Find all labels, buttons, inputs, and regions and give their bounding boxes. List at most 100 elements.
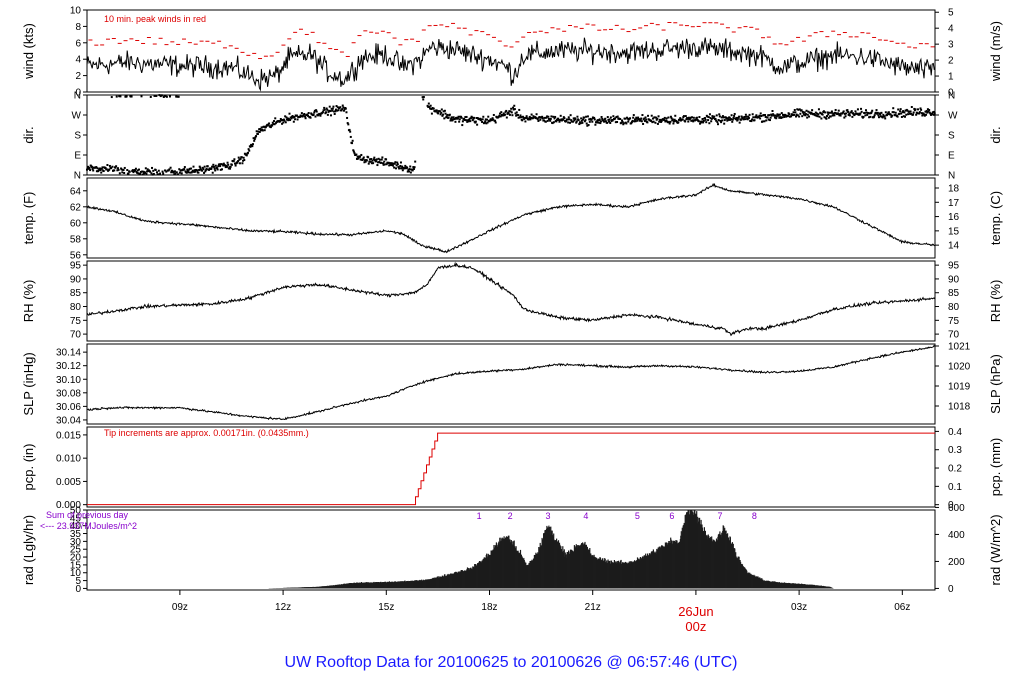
rad-ylabel-right: rad (W/m^2) [988, 514, 1003, 585]
rad-ytick-label-right: 600 [948, 503, 965, 514]
dir-ylabel-left: dir. [21, 126, 36, 143]
wind-ytick-label-right: 2 [948, 56, 954, 67]
pcp-ylabel-right: pcp. (mm) [988, 438, 1003, 497]
pcp-panel-frame [86, 426, 936, 508]
dir-ytick-label-right: N [948, 91, 955, 102]
rad-ytick-label-left: 25 [70, 545, 82, 556]
rh-ytick-label-left: 80 [70, 302, 82, 313]
rh-ytick-label-right: 75 [948, 316, 960, 327]
wind-ytick-label-left: 6 [75, 38, 81, 49]
dir-ylabel-right: dir. [988, 126, 1003, 143]
rad-ytick-label-left: 35 [70, 529, 82, 540]
temp-ytick-label-right: 14 [948, 241, 960, 252]
pcp-ytick-label-right: 0.2 [948, 464, 962, 475]
dir-ytick-label-right: E [948, 151, 955, 162]
pcp-ytick-label-right: 0.1 [948, 482, 962, 493]
rh-panel-frame [86, 260, 936, 342]
rad-cloud-label: 1 [477, 511, 482, 521]
x-tick-label: 03z [791, 602, 807, 613]
temp-ylabel-left: temp. (F) [21, 192, 36, 245]
pcp-ytick-label-left: 0.005 [56, 477, 81, 488]
rad-ytick-label-left: 20 [70, 553, 82, 564]
temp-ytick-label-right: 15 [948, 226, 960, 237]
rad-cloud-label: 7 [717, 511, 722, 521]
wind-panel-frame [86, 9, 936, 93]
rh-ytick-label-right: 90 [948, 274, 960, 285]
wind-ytick-label-left: 2 [75, 71, 81, 82]
x-tick-label: 06z [894, 602, 910, 613]
rad-ytick-label-left: 5 [75, 576, 81, 587]
temp-ytick-label-left: 56 [70, 250, 82, 261]
rh-series-line [86, 261, 936, 337]
wind-annotation: 10 min. peak winds in red [104, 14, 206, 24]
temp-series-line [86, 182, 935, 254]
dir-ytick-label-left: N [74, 91, 81, 102]
x-tick-label: 18z [481, 602, 497, 613]
wind-series-line [86, 37, 935, 92]
x-day-hour-label: 00z [685, 619, 706, 634]
pcp-ytick-label-right: 0.3 [948, 445, 962, 456]
slp-series-line [86, 344, 936, 421]
slp-ytick-label-left: 30.10 [56, 375, 81, 386]
pcp-series-line [87, 432, 935, 506]
rad-ytick-label-left: 30 [70, 537, 82, 548]
x-tick-label: 12z [275, 602, 291, 613]
rad-ytick-label-right: 0 [948, 584, 954, 595]
temp-ytick-label-left: 58 [70, 234, 82, 245]
x-tick-label: 09z [172, 602, 188, 613]
slp-ylabel-right: SLP (hPa) [988, 354, 1003, 414]
dir-ytick-label-left: W [72, 111, 82, 122]
pcp-ytick-label-left: 0.000 [56, 500, 81, 511]
dir-ytick-label-left: E [74, 151, 81, 162]
wind-ytick-label-left: 8 [75, 22, 81, 33]
wind-ylabel-left: wind (kts) [21, 23, 36, 80]
temp-ytick-label-left: 64 [70, 186, 82, 197]
temp-ytick-label-left: 60 [70, 218, 82, 229]
pcp-ytick-label-right: 0 [948, 500, 954, 511]
rad-ytick-label-right: 200 [948, 557, 965, 568]
rad-ytick-label-left: 0 [75, 584, 81, 595]
wind-ytick-label-left: 0 [75, 88, 81, 99]
slp-panel-frame [86, 343, 936, 425]
rh-ytick-label-left: 70 [70, 330, 82, 341]
x-tick-label: 15z [378, 602, 394, 613]
rh-ytick-label-right: 95 [948, 261, 960, 272]
slp-ytick-label-left: 30.04 [56, 415, 81, 426]
slp-ytick-label-left: 30.14 [56, 348, 81, 359]
dir-ytick-label-right: N [948, 171, 955, 182]
rad-cloud-label: 5 [635, 511, 640, 521]
temp-panel-frame [86, 177, 936, 259]
rad-ytick-label-left: 15 [70, 560, 82, 571]
rh-ytick-label-left: 95 [70, 261, 82, 272]
rad-ytick-label-left: 50 [70, 506, 82, 517]
temp-ytick-label-right: 18 [948, 184, 960, 195]
wind-ylabel-right: wind (m/s) [988, 21, 1003, 82]
rh-ylabel-right: RH (%) [988, 280, 1003, 323]
rad-ytick-label-right: 400 [948, 530, 965, 541]
rh-ytick-label-right: 85 [948, 288, 960, 299]
dir-ytick-label-right: W [948, 111, 958, 122]
pcp-ytick-label-left: 0.015 [56, 430, 81, 441]
temp-ytick-label-left: 62 [70, 202, 82, 213]
rad-ytick-label-left: 10 [70, 568, 82, 579]
slp-ytick-label-left: 30.06 [56, 402, 81, 413]
wind-ytick-label-right: 1 [948, 72, 954, 83]
x-day-label: 26Jun [678, 604, 713, 619]
rad-panel-frame [86, 509, 936, 591]
rh-ytick-label-left: 85 [70, 288, 82, 299]
rad-ylabel-left: rad (Lgly/hr) [21, 515, 36, 585]
rad-ytick-label-left: 45 [70, 513, 82, 524]
wind-ytick-label-right: 5 [948, 8, 954, 19]
temp-ytick-label-right: 17 [948, 198, 960, 209]
dir-ytick-label-right: S [948, 131, 955, 142]
dir-ytick-label-left: N [74, 171, 81, 182]
pcp-ytick-label-right: 0.4 [948, 427, 962, 438]
pcp-ylabel-left: pcp. (in) [21, 444, 36, 491]
slp-ytick-label-right: 1021 [948, 342, 971, 353]
dir-ytick-label-left: S [74, 131, 81, 142]
rad-cloud-label: 3 [545, 511, 550, 521]
rh-ytick-label-left: 75 [70, 316, 82, 327]
slp-ytick-label-right: 1019 [948, 382, 971, 393]
slp-ytick-label-right: 1018 [948, 402, 971, 413]
slp-ytick-label-left: 30.12 [56, 361, 81, 372]
